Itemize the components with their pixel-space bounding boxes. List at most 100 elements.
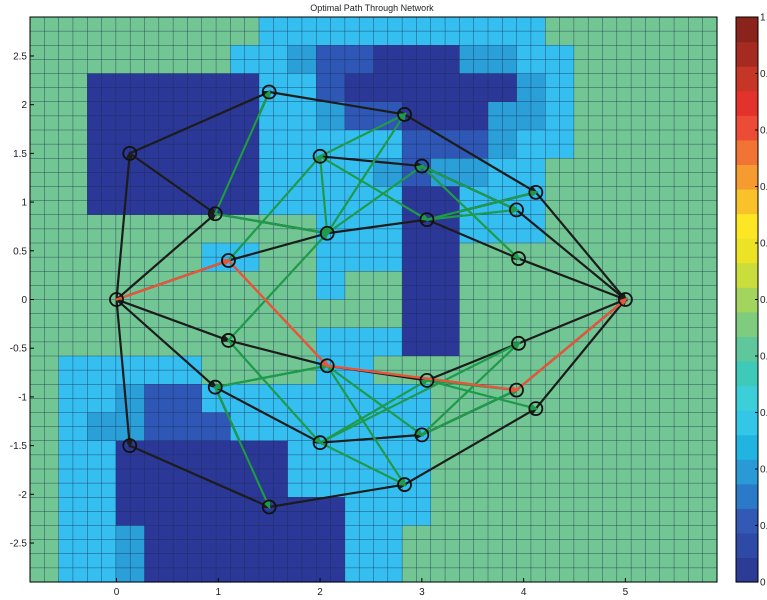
green-edge (318, 441, 406, 486)
heatmap-cell (402, 17, 432, 46)
heatmap-cell (115, 356, 146, 385)
colorbar-segment (736, 385, 758, 411)
heatmap-cell (87, 214, 117, 244)
heatmap-cell (459, 17, 489, 46)
heatmap-cell (316, 271, 346, 301)
x-tick-label: 1 (216, 587, 222, 598)
heatmap-cell (516, 553, 546, 583)
heatmap-cell (58, 440, 88, 470)
heatmap-cell (173, 158, 203, 188)
heatmap-cell (30, 158, 60, 188)
heatmap-cell (173, 469, 203, 498)
heatmap-cell (173, 130, 203, 159)
node-marker (511, 335, 526, 351)
heatmap-cell (430, 299, 460, 329)
heatmap-cell (659, 469, 689, 498)
x-tick-label: 5 (623, 587, 629, 598)
heatmap-cell (230, 17, 260, 46)
heatmap-cell (688, 525, 718, 555)
colorbar-tick-label: 0.3 (760, 408, 767, 419)
heatmap-cell (344, 243, 375, 272)
heatmap-cell (87, 130, 117, 159)
green-edge (214, 212, 329, 235)
heatmap-cell (173, 271, 203, 301)
heatmap-cell (545, 327, 575, 357)
colorbar-segment (736, 434, 758, 460)
heatmap-cell (373, 525, 403, 555)
heatmap-cell (373, 299, 403, 329)
chart-title: Optimal Path Through Network (310, 3, 434, 13)
heatmap-cell (201, 299, 231, 329)
node-marker (528, 401, 544, 417)
heatmap-cell (688, 497, 718, 527)
heatmap-cell (488, 130, 518, 159)
heatmap-cell (659, 553, 689, 583)
heatmap-cell (115, 553, 146, 583)
heatmap-cell (402, 45, 432, 75)
heatmap-cell (58, 101, 88, 131)
heatmap-cell (688, 186, 718, 216)
heatmap-cell (344, 553, 375, 583)
heatmap-cell (373, 497, 403, 527)
colorbar-tick-label: 0.6 (760, 239, 767, 250)
heatmap-cell (545, 45, 575, 75)
heatmap-cell (259, 412, 289, 442)
heatmap-cell (545, 101, 575, 131)
heatmap-cell (602, 412, 632, 442)
heatmap (30, 17, 718, 583)
heatmap-cell (173, 412, 203, 442)
heatmap-cell (602, 525, 632, 555)
heatmap-cell (316, 186, 346, 216)
colorbar-tick-label: 0.7 (760, 182, 767, 193)
black-edge (534, 298, 627, 410)
heatmap-cell (488, 497, 518, 527)
heatmap-cell (459, 525, 489, 555)
heatmap-cell (316, 553, 346, 583)
green-edge-arrowhead (528, 190, 539, 198)
heatmap-cell (115, 497, 146, 527)
heatmap-cell (402, 440, 432, 470)
heatmap-cell (201, 440, 231, 470)
heatmap-cell (87, 186, 117, 216)
colorbar-segment (736, 360, 758, 387)
node-marker (528, 184, 544, 200)
heatmap-cell (287, 186, 317, 216)
heatmap-cell (87, 73, 117, 103)
black-edge (227, 339, 329, 367)
heatmap-cell (659, 384, 689, 414)
heatmap-cell (631, 186, 661, 216)
heatmap-cell (58, 384, 88, 414)
black-edge (128, 152, 217, 215)
heatmap-cell (316, 243, 346, 272)
heatmap-cell (545, 384, 575, 414)
black-edge (115, 298, 131, 447)
heatmap-cell (516, 130, 546, 159)
colorbar-tick-label: 0.8 (760, 126, 767, 137)
x-tick-label: 0 (114, 587, 120, 598)
heatmap-cell (344, 299, 375, 329)
heatmap-cell (287, 553, 317, 583)
heatmap-cell (144, 356, 174, 385)
heatmap-cell (30, 469, 60, 498)
heatmap-cell (144, 469, 174, 498)
heatmap-cell (459, 101, 489, 131)
heatmap-cell (545, 130, 575, 159)
heatmap-cell (659, 412, 689, 442)
heatmap-cell (58, 497, 88, 527)
heatmap-cell (201, 271, 231, 301)
heatmap-cell (144, 384, 174, 414)
heatmap-cell (430, 17, 460, 46)
heatmap-cell (344, 525, 375, 555)
heatmap-cell (659, 299, 689, 329)
heatmap-cell (516, 45, 546, 75)
heatmap-cell (459, 158, 489, 188)
heatmap-cell (344, 497, 375, 527)
heatmap-cell (115, 214, 146, 244)
heatmap-cell (602, 469, 632, 498)
heatmap-cell (602, 356, 632, 385)
heatmap-cell (373, 45, 403, 75)
heatmap-cell (573, 73, 604, 103)
heatmap-cell (173, 243, 203, 272)
green-edge-arrowhead (212, 382, 223, 390)
heatmap-cell (459, 271, 489, 301)
